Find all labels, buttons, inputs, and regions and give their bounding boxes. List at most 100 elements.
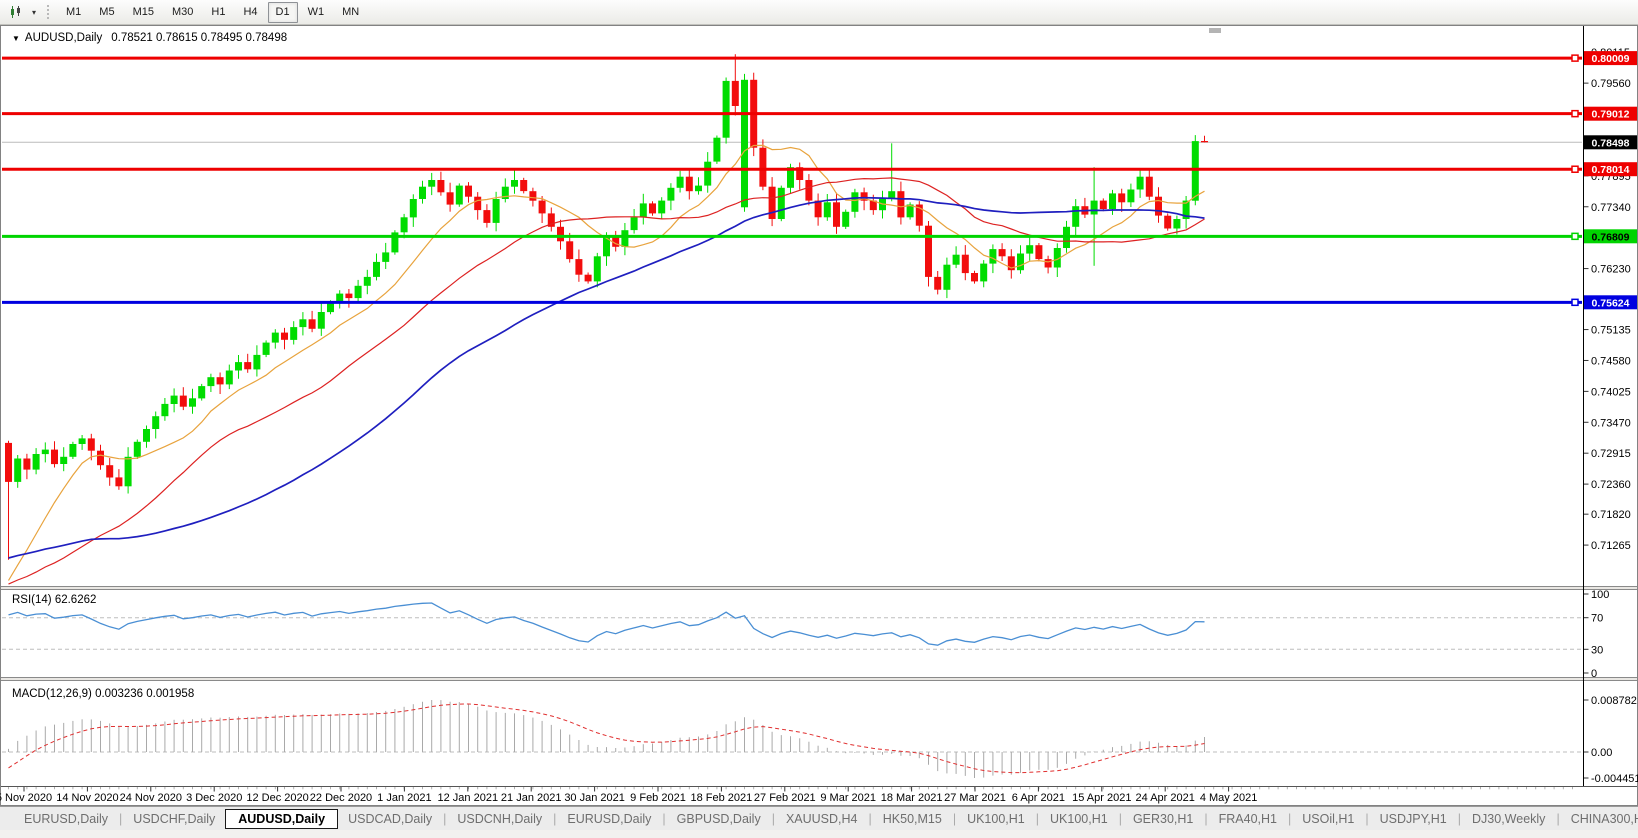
candlestick-icon — [10, 5, 20, 18]
timeframe-button-M15[interactable]: M15 — [132, 5, 154, 18]
date-axis-label: 24 Apr 2021 — [1136, 792, 1195, 804]
tab-eurusd-daily[interactable]: EURUSD,Daily — [567, 811, 652, 826]
timeframe-button-group: M1 M5 M15 M30 H1 H4 D1 W1 MN — [57, 1, 368, 23]
chart-window[interactable]: 0.801150.795600.790050.784500.778950.773… — [0, 0, 1638, 806]
rsi-axis-tick: 0 — [1591, 668, 1597, 680]
price-badge-level-0.80009: 0.80009 — [1584, 51, 1637, 66]
chart-window-frame — [0, 25, 1638, 806]
rsi-line — [8, 602, 1205, 646]
date-axis-label: 18 Mar 2021 — [881, 792, 943, 804]
svg-text:0.78498: 0.78498 — [1592, 137, 1630, 149]
date-axis-label: 21 Jan 2021 — [501, 792, 562, 804]
price-axis-tick: 0.77340 — [1591, 202, 1631, 214]
date-axis-label: 24 Nov 2020 — [120, 792, 182, 804]
tab-uk100-h1[interactable]: UK100,H1 — [967, 811, 1025, 826]
panel-splitter[interactable] — [1, 586, 1637, 590]
timeframe-button-M1[interactable]: M1 — [66, 5, 82, 18]
timeframe-button-H1[interactable]: H1 — [211, 5, 226, 18]
panel-splitter[interactable] — [1, 677, 1637, 681]
timeframe-button-W1[interactable]: W1 — [307, 5, 325, 18]
date-axis-label: 27 Feb 2021 — [754, 792, 816, 804]
date-axis-label: 6 Apr 2021 — [1012, 792, 1065, 804]
date-axis-label: 12 Dec 2020 — [246, 792, 308, 804]
moving-average-50 — [8, 196, 1205, 559]
tab-usdchf-daily[interactable]: USDCHF,Daily — [133, 811, 216, 826]
tab-eurusd-daily[interactable]: EURUSD,Daily — [24, 811, 109, 826]
price-badge-level-0.79012: 0.79012 — [1584, 106, 1637, 121]
tab-usdjpy-h1[interactable]: USDJPY,H1 — [1379, 811, 1447, 826]
price-axis-tick: 0.71265 — [1591, 540, 1631, 552]
timeframe-button-D1[interactable]: D1 — [267, 1, 298, 23]
tab-separator: | — [1204, 811, 1208, 826]
date-axis-label: 15 Apr 2021 — [1072, 792, 1131, 804]
date-axis-label: 22 Dec 2020 — [310, 792, 372, 804]
toolbar-grip-handle[interactable] — [46, 4, 50, 20]
tab-separator: | — [1556, 811, 1560, 826]
tab-separator: | — [1118, 811, 1122, 826]
level-handle[interactable] — [1571, 232, 1579, 241]
rsi-axis-tick: 70 — [1591, 613, 1603, 625]
tab-dj30-weekly[interactable]: DJ30,Weekly — [1472, 811, 1546, 826]
date-axis-label: 14 Nov 2020 — [56, 792, 118, 804]
tab-usdcnh-daily[interactable]: USDCNH,Daily — [457, 811, 543, 826]
date-axis-label: 9 Feb 2021 — [630, 792, 686, 804]
tab-china300-h1[interactable]: CHINA300,H1 — [1570, 811, 1638, 826]
chart-tab-bar: EURUSD,Daily | USDCHF,Daily AUDUSD,Daily USD… — [0, 806, 1638, 830]
tab-separator: | — [1035, 811, 1039, 826]
level-handle[interactable] — [1571, 165, 1579, 173]
tab-xauusd-h4[interactable]: XAUUSD,H4 — [785, 811, 858, 826]
level-handle[interactable] — [1571, 54, 1579, 62]
chart-cursor-icon[interactable] — [5, 2, 27, 23]
date-axis-label: 3 Dec 2020 — [186, 792, 242, 804]
tab-separator: | — [771, 811, 775, 826]
price-axis-tick: 0.74580 — [1591, 355, 1631, 367]
macd-axis-tick: 0.00 — [1591, 747, 1612, 759]
timeframe-button-MN[interactable]: MN — [342, 5, 360, 18]
tab-separator: | — [868, 811, 872, 826]
tab-usoil-h1[interactable]: USOil,H1 — [1302, 811, 1355, 826]
date-axis-label: 18 Feb 2021 — [691, 792, 753, 804]
macd-axis-tick: 0.008782 — [1591, 695, 1637, 707]
tab-separator: | — [1288, 811, 1292, 826]
timeframe-button-M5[interactable]: M5 — [99, 5, 115, 18]
tab-separator: | — [553, 811, 557, 826]
moving-average-25 — [8, 177, 1205, 585]
tab-separator: | — [1457, 811, 1462, 826]
date-axis-label: 4 May 2021 — [1200, 792, 1257, 804]
level-handle[interactable] — [1571, 109, 1579, 118]
macd-label: MACD(12,26,9) 0.003236 0.001958 — [12, 688, 194, 700]
rsi-axis-tick: 100 — [1591, 589, 1609, 601]
rsi-label: RSI(14) 62.6262 — [12, 594, 96, 606]
price-axis-tick: 0.72360 — [1591, 479, 1631, 491]
date-axis-label: 30 Jan 2021 — [564, 792, 625, 804]
timeframe-button-M30[interactable]: M30 — [171, 5, 194, 18]
tab-audusd-daily[interactable]: AUDUSD,Daily — [225, 808, 339, 829]
price-axis-tick: 0.71820 — [1591, 509, 1631, 521]
macd-histogram — [8, 700, 1205, 778]
timeframe-button-H4[interactable]: H4 — [243, 5, 258, 18]
candlestick-series — [5, 54, 1208, 560]
tab-ger30-h1[interactable]: GER30,H1 — [1132, 811, 1194, 826]
price-badge-level-0.78014: 0.78014 — [1584, 162, 1637, 177]
tab-usdcad-daily[interactable]: USDCAD,Daily — [348, 811, 433, 826]
tab-separator: | — [119, 811, 123, 826]
price-axis-tick: 0.79560 — [1591, 78, 1631, 90]
window-bottom-strip — [0, 830, 1638, 838]
moving-average-10 — [7, 144, 1205, 581]
chart-shift-marker[interactable] — [1209, 28, 1221, 33]
rsi-axis-tick: 30 — [1591, 644, 1603, 656]
tab-fra40-h1[interactable]: FRA40,H1 — [1218, 811, 1277, 826]
tab-uk100-h1[interactable]: UK100,H1 — [1050, 811, 1108, 826]
tab-gbpusd-daily[interactable]: GBPUSD,Daily — [676, 811, 761, 826]
price-axis-tick: 0.76230 — [1591, 264, 1631, 276]
date-axis-label: 5 Nov 2020 — [0, 792, 52, 804]
price-axis-tick: 0.72915 — [1591, 448, 1631, 460]
chevron-down-icon[interactable]: ▾ — [31, 7, 36, 17]
svg-text:0.80009: 0.80009 — [1592, 53, 1630, 65]
svg-text:0.78014: 0.78014 — [1592, 164, 1630, 176]
level-handle[interactable] — [1571, 298, 1579, 307]
tab-hk50-m15[interactable]: HK50,M15 — [882, 811, 942, 826]
svg-text:0.79012: 0.79012 — [1592, 109, 1630, 121]
tab-separator: | — [952, 811, 957, 826]
